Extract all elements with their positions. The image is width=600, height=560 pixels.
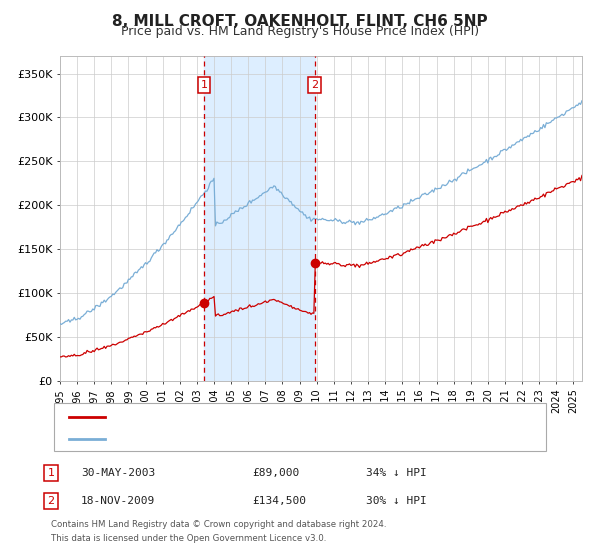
Text: 18-NOV-2009: 18-NOV-2009 (81, 496, 155, 506)
Text: 8, MILL CROFT, OAKENHOLT, FLINT, CH6 5NP (detached house): 8, MILL CROFT, OAKENHOLT, FLINT, CH6 5NP… (114, 412, 440, 422)
Text: Price paid vs. HM Land Registry's House Price Index (HPI): Price paid vs. HM Land Registry's House … (121, 25, 479, 38)
Bar (204, 56, 314, 381)
Text: 34% ↓ HPI: 34% ↓ HPI (366, 468, 427, 478)
Text: This data is licensed under the Open Government Licence v3.0.: This data is licensed under the Open Gov… (51, 534, 326, 543)
Text: 2: 2 (47, 496, 55, 506)
Text: 1: 1 (47, 468, 55, 478)
Text: £134,500: £134,500 (252, 496, 306, 506)
Text: 30% ↓ HPI: 30% ↓ HPI (366, 496, 427, 506)
Text: Contains HM Land Registry data © Crown copyright and database right 2024.: Contains HM Land Registry data © Crown c… (51, 520, 386, 529)
Text: £89,000: £89,000 (252, 468, 299, 478)
Text: HPI: Average price, detached house, Flintshire: HPI: Average price, detached house, Flin… (114, 434, 355, 444)
Text: 30-MAY-2003: 30-MAY-2003 (81, 468, 155, 478)
Text: 2: 2 (311, 80, 318, 90)
Text: 8, MILL CROFT, OAKENHOLT, FLINT, CH6 5NP: 8, MILL CROFT, OAKENHOLT, FLINT, CH6 5NP (112, 14, 488, 29)
Text: 1: 1 (200, 80, 208, 90)
